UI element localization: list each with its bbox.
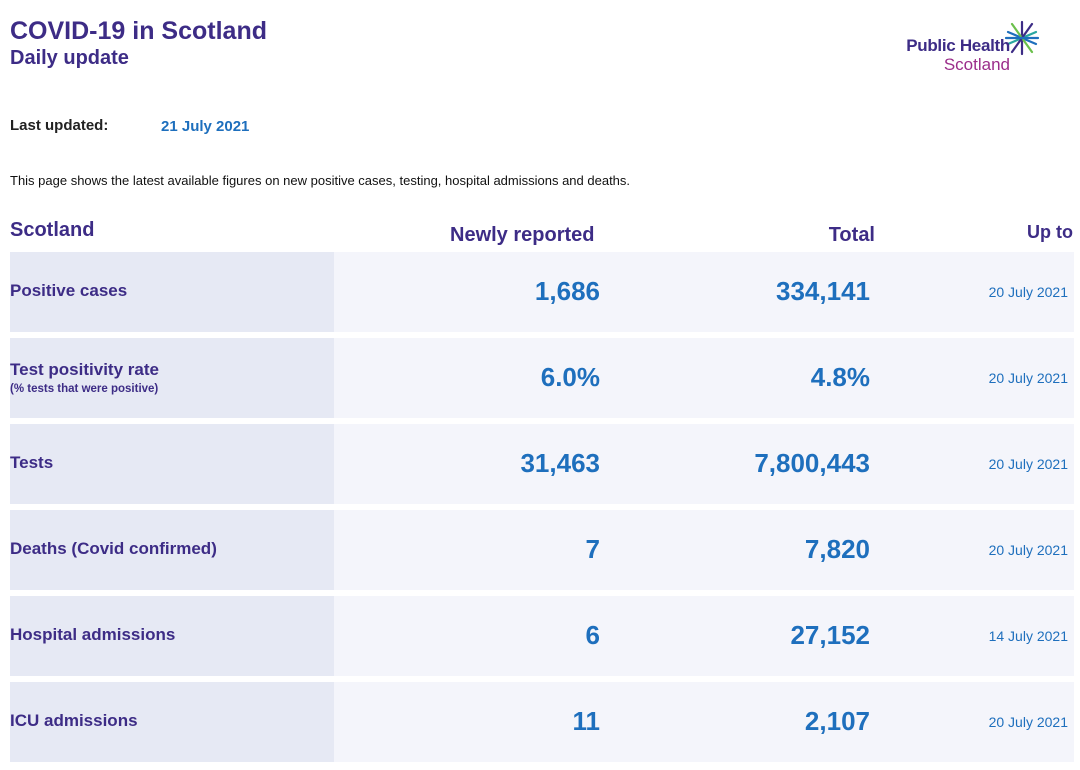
total-value: 7,820 — [804, 534, 870, 564]
last-updated-value: 21 July 2021 — [161, 118, 250, 135]
phs-logo: Public Health Scotland — [906, 18, 1042, 74]
table-row: Tests 31,463 7,800,443 20 July 2021 — [10, 424, 1074, 504]
row-name: Positive cases — [10, 281, 128, 300]
last-updated-label: Last updated: — [10, 117, 109, 134]
total-value: 27,152 — [790, 620, 870, 650]
row-label-cell: ICU admissions — [10, 682, 334, 762]
newly-reported-value: 6.0% — [540, 362, 600, 392]
row-name: Hospital admissions — [10, 625, 176, 644]
header-up-to: Up to — [1027, 222, 1073, 242]
row-label-cell: Test positivity rate (% tests that were … — [10, 338, 334, 418]
row-label-cell: Positive cases — [10, 252, 334, 332]
table-row: ICU admissions 11 2,107 20 July 2021 — [10, 682, 1074, 762]
up-to-date: 20 July 2021 — [988, 284, 1068, 300]
up-to-date: 20 July 2021 — [988, 714, 1068, 730]
newly-reported-value: 1,686 — [534, 276, 600, 306]
star-burst-icon — [1004, 20, 1040, 56]
total-value: 4.8% — [810, 362, 870, 392]
page-header: COVID-19 in Scotland Daily update — [10, 16, 267, 70]
up-to-date: 20 July 2021 — [988, 370, 1068, 386]
logo-text-line2: Scotland — [943, 55, 1010, 74]
row-subtitle: (% tests that were positive) — [10, 383, 159, 395]
logo-text-line1: Public Health — [906, 36, 1010, 55]
table-header: Scotland Newly reported Total Up to — [0, 216, 1080, 250]
row-name: Deaths (Covid confirmed) — [10, 539, 217, 558]
table-row: Deaths (Covid confirmed) 7 7,820 20 July… — [10, 510, 1074, 590]
up-to-date: 14 July 2021 — [988, 628, 1068, 644]
header-newly-reported: Newly reported — [450, 224, 595, 246]
row-name: ICU admissions — [10, 711, 138, 730]
header-total: Total — [828, 224, 875, 246]
total-value: 334,141 — [776, 276, 870, 306]
stats-table: Positive cases 1,686 334,141 20 July 202… — [10, 252, 1074, 768]
page-subtitle: Daily update — [10, 47, 129, 69]
intro-text: This page shows the latest available fig… — [10, 173, 631, 188]
row-label-cell: Tests — [10, 424, 334, 504]
header-region: Scotland — [10, 219, 95, 241]
row-label-cell: Hospital admissions — [10, 596, 334, 676]
row-name: Test positivity rate — [10, 360, 159, 379]
page-title: COVID-19 in Scotland — [10, 17, 267, 45]
newly-reported-value: 6 — [585, 620, 600, 650]
total-value: 2,107 — [804, 706, 870, 736]
total-value: 7,800,443 — [754, 448, 870, 478]
up-to-date: 20 July 2021 — [988, 542, 1068, 558]
newly-reported-value: 11 — [572, 706, 601, 736]
row-label-cell: Deaths (Covid confirmed) — [10, 510, 334, 590]
table-row: Hospital admissions 6 27,152 14 July 202… — [10, 596, 1074, 676]
up-to-date: 20 July 2021 — [988, 456, 1068, 472]
table-row: Test positivity rate (% tests that were … — [10, 338, 1074, 418]
newly-reported-value: 31,463 — [520, 448, 600, 478]
last-updated: Last updated: 21 July 2021 — [10, 117, 249, 135]
row-name: Tests — [10, 453, 54, 472]
newly-reported-value: 7 — [585, 534, 600, 564]
table-row: Positive cases 1,686 334,141 20 July 202… — [10, 252, 1074, 332]
